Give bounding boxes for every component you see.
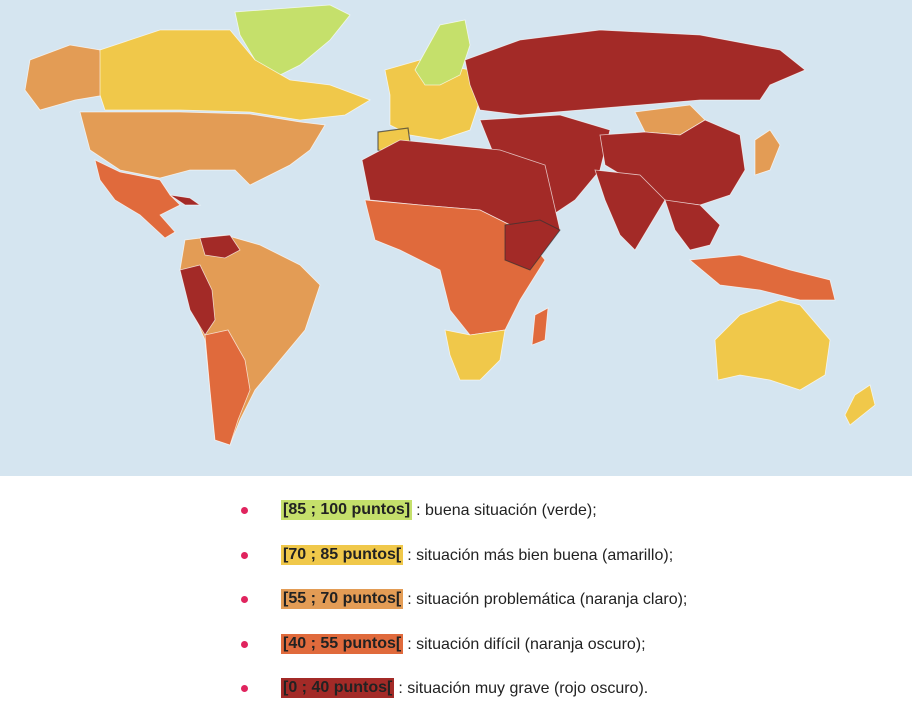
region-indonesia — [689, 254, 836, 301]
legend-range: [0 ; 40 puntos[ — [281, 678, 395, 698]
region-japan — [754, 129, 781, 176]
bullet-icon — [241, 507, 248, 514]
region-greenland — [234, 4, 351, 81]
region-mexico — [94, 159, 181, 239]
region-new-zealand — [844, 384, 876, 426]
bullet-icon — [241, 551, 248, 559]
legend-desc: : buena situación (verde); — [416, 502, 597, 519]
legend-range: [55 ; 70 puntos[ — [281, 589, 404, 609]
world-map-svg — [24, 4, 876, 446]
legend-desc: : situación más bien buena (amarillo); — [407, 546, 674, 564]
legend-item: [85 ; 100 puntos]: buena situación (verd… — [238, 500, 687, 545]
bullet-icon — [241, 596, 248, 603]
bullet-icon — [241, 640, 248, 648]
region-canada — [99, 29, 371, 121]
region-australia — [714, 299, 831, 391]
region-madagascar — [531, 307, 549, 346]
legend-item: [55 ; 70 puntos[: situación problemática… — [238, 589, 687, 634]
legend-range: [85 ; 100 puntos] — [281, 500, 413, 520]
world-map — [0, 0, 912, 476]
region-horn — [504, 219, 561, 271]
region-usa — [79, 111, 326, 186]
region-peru — [179, 264, 216, 336]
legend-item: [40 ; 55 puntos[: situación difícil (nar… — [238, 633, 687, 679]
region-southern-cone — [204, 329, 251, 446]
legend-item: [70 ; 85 puntos[: situación más bien bue… — [238, 544, 687, 590]
legend-desc: : situación muy grave (rojo oscuro). — [398, 680, 649, 697]
legend-desc: : situación difícil (naranja oscuro); — [407, 635, 646, 653]
legend: [85 ; 100 puntos]: buena situación (verd… — [238, 500, 687, 723]
region-alaska — [24, 44, 106, 111]
region-venezuela — [199, 234, 241, 259]
region-cuba — [169, 194, 202, 206]
legend-range: [70 ; 85 puntos[ — [281, 544, 404, 565]
legend-range: [40 ; 55 puntos[ — [281, 633, 404, 654]
region-india — [594, 169, 666, 251]
region-se-asia — [664, 199, 721, 251]
region-southern-africa — [444, 329, 506, 381]
bullet-icon — [241, 685, 248, 692]
legend-desc: : situación problemática (naranja claro)… — [407, 591, 688, 608]
region-russia — [464, 29, 806, 116]
legend-item: [0 ; 40 puntos[: situación muy grave (ro… — [238, 678, 687, 723]
